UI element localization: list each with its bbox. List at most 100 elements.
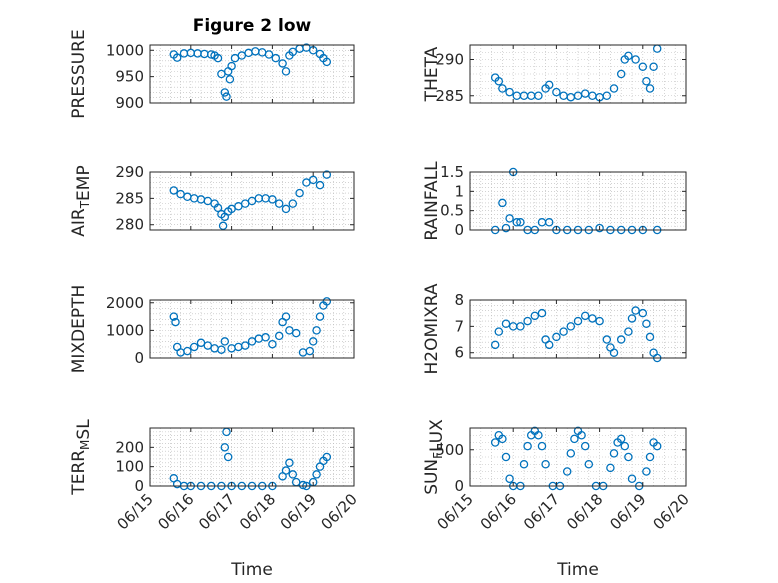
y-axis-label: AIRTEMP [69,165,94,236]
data-point [631,55,640,64]
data-point [285,458,294,468]
data-point [541,459,550,469]
data-point [288,47,298,57]
y-tick-label: 1 [454,182,464,200]
y-axis-label: TERRMSL [69,419,94,496]
data-point [494,327,504,336]
data-point [505,474,514,483]
data-point [264,50,274,59]
data-point [308,337,318,346]
data-point [322,170,332,179]
x-tick-label: 06/19 [606,490,649,533]
data-point [534,430,543,440]
axes-box [469,299,687,359]
x-tick-label: 06/18 [236,490,279,533]
data-point [305,346,315,356]
data-point [627,314,637,323]
data-point [271,53,281,63]
data-point [288,199,298,208]
data-point [519,459,529,469]
axes-box [149,299,355,359]
plot-area [150,172,354,230]
axes-box [469,44,687,104]
y-tick-label: 200 [115,438,144,456]
y-tick-label: 0 [454,221,464,239]
data-point [172,53,182,62]
data-point [183,346,192,356]
data-point [240,341,250,350]
data-point [537,308,547,318]
y-tick-label: 8 [454,291,464,309]
data-point [494,77,504,86]
data-point [490,340,500,350]
data-point [552,87,561,97]
subplot-6: 6 7 8 H2OMIXRA [422,283,687,375]
data-point [278,59,287,68]
y-tick-label: 6 [454,344,464,362]
data-point [501,223,511,233]
x-tick-label: 06/15 [434,490,477,533]
subplot-8: 0 500 06/15 06/16 06/17 06/18 06/19 06/20 SUNFLU… [422,419,693,580]
data-point [312,326,321,335]
data-point [512,218,522,227]
data-point [580,311,590,321]
y-tick-label: 100 [115,458,144,476]
data-point [620,441,630,451]
data-point [602,91,612,101]
data-point [501,452,511,462]
y-tick-label: 2000 [106,294,144,312]
data-point [222,92,231,101]
data-point [616,69,626,79]
data-point [516,218,525,227]
data-point [595,316,604,326]
data-point [268,195,277,204]
y-axis-label: SUNFLUX [422,419,447,495]
data-point [288,470,298,479]
data-point [616,335,626,344]
data-point [220,88,230,97]
y-tick-label: 285 [115,189,144,207]
data-point [544,80,554,90]
x-tick-label: 06/16 [477,490,520,533]
data-point [281,204,291,214]
data-point [490,438,500,447]
data-point [315,312,325,321]
data-point [220,443,230,452]
data-point [544,340,554,350]
y-tick-label: 0 [134,349,144,367]
x-axis-label: Time [556,560,599,580]
data-point [315,180,325,190]
data-point [631,306,640,315]
x-tick-label: 06/19 [277,490,320,533]
data-point [268,339,277,349]
data-point [291,328,301,338]
data-point [642,467,651,476]
x-tick-label: 06/20 [318,490,361,533]
data-point [498,84,507,93]
data-point [516,322,525,331]
data-point [213,53,223,63]
x-tick-label: 06/17 [195,490,238,533]
data-point [505,214,514,223]
data-point [649,62,658,72]
data-point [559,327,568,336]
data-point [627,474,637,483]
data-point [566,449,576,458]
axes-box [149,171,355,231]
y-tick-label: 290 [435,51,464,69]
data-point [645,332,655,342]
data-point [213,203,223,213]
data-point [580,441,590,451]
x-axis-label: Time [230,560,273,580]
data-point [530,311,540,321]
data-point [624,327,633,336]
data-point [602,335,612,344]
data-point [566,322,576,331]
y-tick-label: 280 [115,216,144,234]
y-tick-label: 950 [115,68,144,86]
data-point [552,332,561,342]
data-point [609,84,619,93]
